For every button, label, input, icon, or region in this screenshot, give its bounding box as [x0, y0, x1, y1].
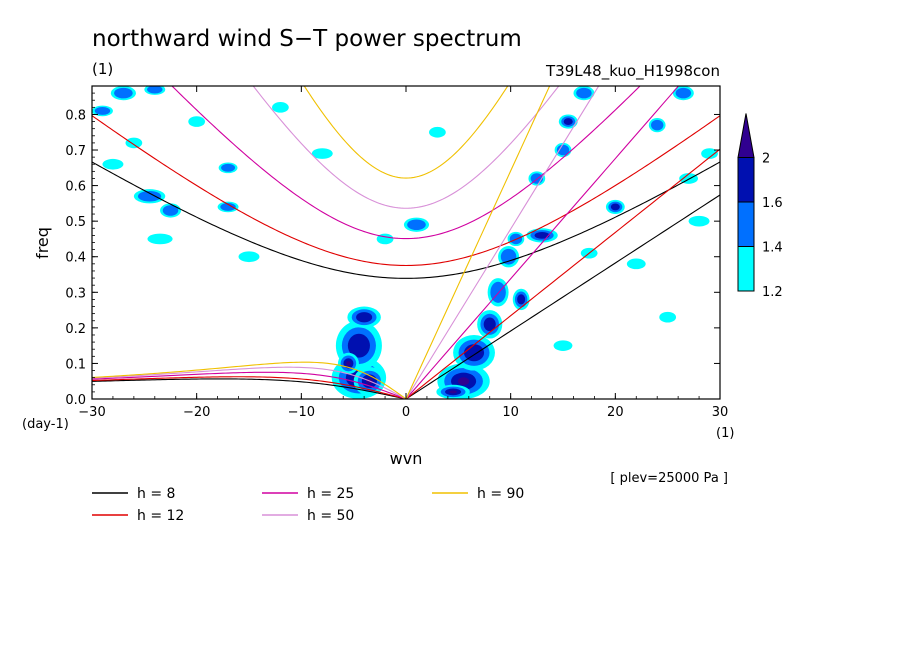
ig-curve-h-50	[252, 86, 560, 209]
colorbar-label-1: 1.4	[762, 241, 783, 256]
contour-blob-28-level-1	[94, 106, 111, 115]
legend-label-2: h = 25	[307, 486, 354, 502]
ig-curve-h-90	[303, 86, 509, 179]
contour-blob-1-level-2	[347, 333, 370, 358]
contour-blob-21-level-1	[651, 119, 664, 131]
legend-label-3: h = 50	[307, 508, 354, 524]
y-tick-label-0: 0.0	[65, 393, 86, 408]
y-tick-label-3: 0.3	[65, 286, 86, 301]
contour-blob-33-level-0	[147, 233, 173, 245]
contour-blob-20-level-0	[626, 258, 646, 270]
kelvin-curve-h-90	[405, 86, 551, 399]
rossby-curve-h-90	[92, 361, 407, 399]
colorbar: 1.2 1.4 1.6 2	[737, 113, 783, 300]
ig-curve-h-25	[171, 86, 641, 240]
chart-title: northward wind S−T power spectrum	[92, 26, 522, 52]
x-tick-label-6: 30	[712, 405, 729, 420]
contour-blob-29-level-1	[114, 87, 133, 99]
y-axis-label: freq	[33, 227, 52, 259]
contour-blob-7-level-3	[449, 390, 457, 394]
y-tick-label-7: 0.7	[65, 144, 86, 159]
contour-blob-35-level-1	[221, 163, 236, 172]
contour-blob-16-level-2	[563, 118, 573, 125]
contour-blob-41-level-0	[429, 126, 446, 138]
y-tick-label-8: 0.8	[65, 108, 86, 123]
legend-label-4: h = 90	[477, 486, 524, 502]
contour-blob-22-level-1	[675, 87, 692, 99]
legend: h = 8 h = 12 h = 25 h = 50 h = 90	[92, 486, 524, 524]
colorbar-band-0	[737, 246, 755, 292]
colorbar-band-1	[737, 201, 755, 247]
contour-blob-18-level-2	[610, 203, 620, 211]
contour-blob-43-level-0	[125, 137, 143, 149]
kelvin-curve-h-25	[405, 86, 680, 399]
contour-blob-32-level-1	[162, 205, 179, 216]
contour-blob-8-level-2	[483, 317, 496, 332]
legend-label-1: h = 12	[137, 508, 184, 524]
plot-frame	[91, 85, 721, 400]
chart-subtitle-left: (1)	[92, 60, 113, 78]
contour-blob-27-level-0	[553, 340, 573, 351]
x-tick-label-1: −20	[183, 405, 210, 420]
contour-blob-40-level-1	[407, 219, 426, 230]
x-tick-label-2: −10	[288, 405, 315, 420]
contour-blob-26-level-0	[659, 311, 677, 323]
contour-blob-5-level-3	[457, 377, 470, 386]
contour-blob-36-level-0	[188, 116, 206, 127]
y-unit-label: (day-1)	[22, 417, 69, 432]
rossby-curve-h-50	[92, 366, 407, 399]
contour-blob-30-level-1	[147, 86, 163, 94]
contour-blob-10-level-1	[500, 248, 517, 265]
x-unit-label: (1)	[716, 426, 734, 441]
y-tick-label-1: 0.1	[65, 357, 86, 372]
x-tick-label-3: 0	[402, 405, 410, 420]
dispersion-curves	[92, 86, 720, 399]
contour-blob-34-level-1	[220, 202, 236, 211]
contour-blob-11-level-2	[517, 294, 526, 305]
kelvin-curve-h-8	[405, 194, 720, 399]
x-axis-label: wvn	[390, 449, 423, 468]
legend-label-0: h = 8	[137, 486, 175, 502]
ig-curve-h-12	[92, 115, 720, 267]
contour-blob-23-level-0	[688, 215, 710, 227]
x-tick-label-5: 20	[607, 405, 624, 420]
chart-subtitle-right: T39L48_kuo_H1998con	[545, 62, 720, 81]
contour-blob-37-level-0	[272, 102, 289, 113]
colorbar-label-3: 2	[762, 152, 770, 167]
plev-note: [ plev=25000 Pa ]	[610, 471, 728, 486]
colorbar-arrow	[737, 113, 755, 158]
x-tick-label-0: −30	[78, 405, 105, 420]
kelvin-curve-h-12	[405, 148, 720, 399]
axis-ticks: −30 −20 −10 0 10 20 30 0.0 0.1 0.2 0.3 0.4 0.5 0.6 0.7…	[65, 85, 729, 420]
kelvin-curve-h-50	[405, 86, 600, 399]
contour-blob-44-level-0	[102, 158, 124, 170]
contour-blob-24-level-0	[679, 173, 699, 184]
contour-blob-39-level-0	[311, 148, 333, 159]
contour-blob-31-level-1	[137, 190, 162, 202]
y-tick-label-6: 0.6	[65, 180, 86, 195]
contour-blob-2-level-2	[356, 312, 373, 323]
contour-blob-4-level-3	[346, 361, 351, 366]
y-tick-label-4: 0.4	[65, 251, 86, 266]
rossby-curve-h-8	[92, 378, 407, 399]
contour-blob-13-level-2	[534, 231, 550, 239]
contour-blob-38-level-0	[238, 251, 260, 263]
colorbar-label-2: 1.6	[762, 196, 783, 211]
colorbar-band-2	[737, 157, 755, 203]
colorbar-label-0: 1.2	[762, 285, 783, 300]
y-tick-label-5: 0.5	[65, 215, 86, 230]
power-contours	[92, 86, 718, 399]
x-tick-label-4: 10	[502, 405, 519, 420]
ig-curve-h-8	[92, 161, 720, 279]
rossby-curve-h-12	[92, 376, 407, 399]
contour-blob-17-level-1	[576, 87, 592, 99]
contour-blob-15-level-1	[556, 144, 570, 156]
contour-blob-25-level-0	[701, 148, 718, 159]
y-tick-label-2: 0.2	[65, 322, 86, 337]
rossby-curve-h-25	[92, 371, 407, 399]
